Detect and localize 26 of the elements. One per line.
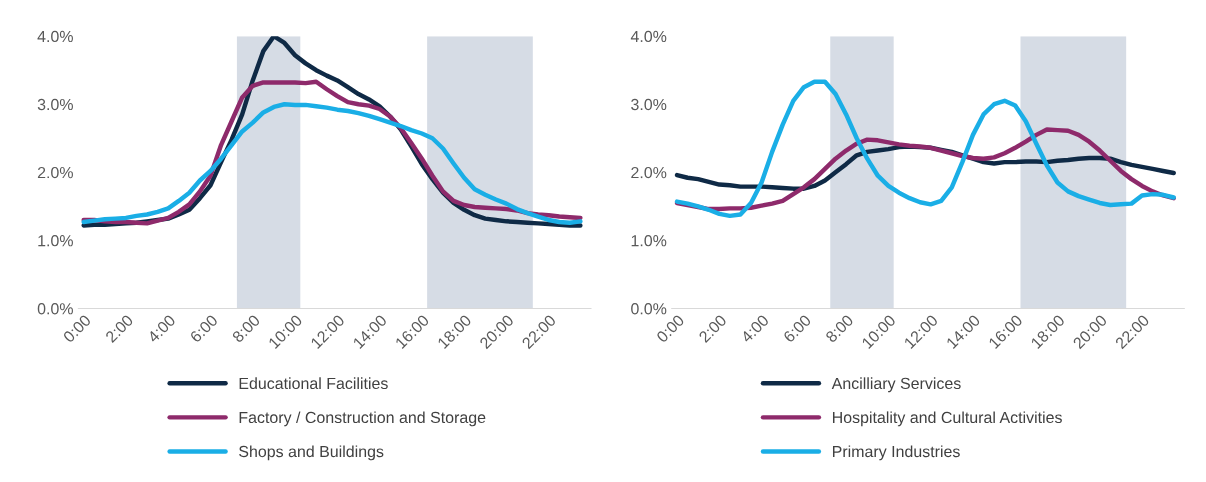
x-tick-label: 6:00	[782, 314, 812, 344]
y-tick-label: 1.0%	[631, 235, 667, 247]
x-tick-label: 8:00	[231, 314, 261, 344]
legend-label: Factory / Construction and Storage	[239, 411, 486, 427]
y-tick-label: 4.0%	[630, 30, 667, 43]
legend-label: Hospitality and Cultural Activities	[832, 411, 1062, 427]
y-tick-label: 3.0%	[37, 98, 73, 111]
y-tick-label: 4.0%	[37, 30, 73, 43]
y-tick-label: 1.0%	[38, 235, 73, 247]
y-tick-label: 0.0%	[37, 303, 73, 315]
line-series	[674, 79, 1176, 219]
x-tick-label: 0:00	[655, 314, 685, 344]
legend-label: Ancilliary Services	[831, 377, 961, 393]
x-tick-label: 6:00	[189, 314, 219, 344]
y-tick-label: 0.0%	[631, 303, 667, 315]
y-tick-label: 2.0%	[37, 166, 73, 179]
y-tick-label: 2.0%	[631, 166, 667, 179]
x-tick-label: 4:00	[740, 314, 770, 344]
legend-label: Primary Industries	[832, 445, 960, 461]
line-series	[81, 102, 583, 225]
y-tick-label: 3.0%	[631, 98, 667, 111]
x-tick-label: 0:00	[62, 314, 92, 344]
x-tick-label: 8:00	[824, 314, 854, 344]
legend-label: Shops and Buildings	[239, 445, 384, 461]
x-tick-label: 4:00	[146, 314, 177, 344]
legend-label: Educational Facilities	[239, 377, 388, 390]
